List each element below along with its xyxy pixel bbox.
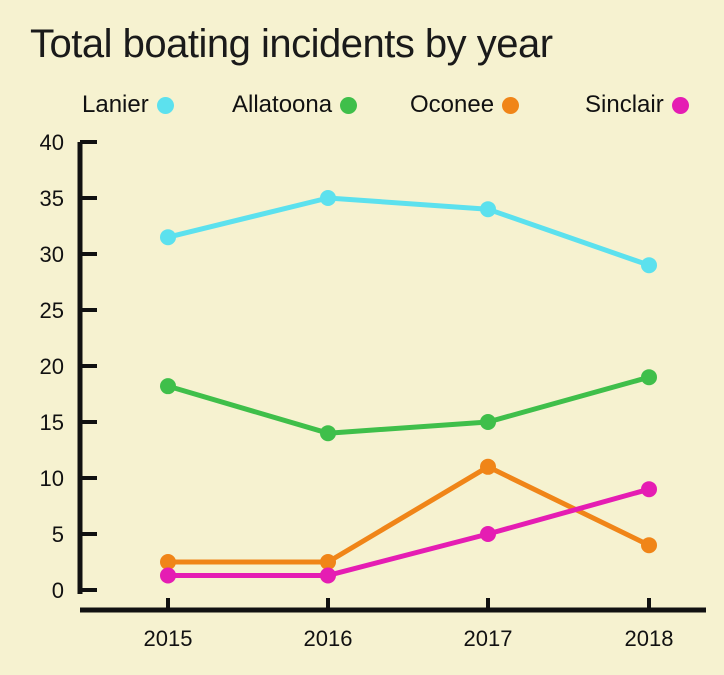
y-tick-label-0: 0 [52,578,64,603]
legend-dot-lanier [156,96,174,114]
point-lanier-2015 [160,229,176,246]
point-sinclair-2016 [320,567,336,584]
point-sinclair-2015 [160,567,176,584]
point-allatoona-2016 [320,425,336,442]
legend-item-oconee: Oconee [410,90,520,120]
x-tick-label-2015: 2015 [144,626,193,651]
series-line-oconee [165,464,652,565]
y-tick-label-15: 15 [40,410,64,435]
point-allatoona-2017 [480,414,496,430]
legend-item-allatoona: Allatoona [232,90,358,120]
legend-item-sinclair: Sinclair [585,90,689,120]
y-tick-label-30: 30 [40,242,64,267]
x-tick-label-2016: 2016 [304,626,353,651]
legend-label-oconee: Oconee [410,91,495,118]
point-oconee-2018 [641,537,657,554]
y-tick-label-20: 20 [40,354,64,379]
legend-dot-sinclair [671,96,689,114]
series-line-lanier [165,195,652,268]
chart-title: Total boating incidents by year [30,22,553,66]
y-tick-label-25: 25 [40,298,64,323]
point-allatoona-2018 [641,369,657,386]
y-tick-label-35: 35 [40,186,64,211]
point-lanier-2017 [480,201,496,218]
y-tick-label-10: 10 [40,466,64,491]
legend-dot-allatoona [340,96,358,114]
legend-label-lanier: Lanier [82,91,149,118]
legend-label-allatoona: Allatoona [232,91,333,118]
point-oconee-2015 [160,554,176,570]
legend-label-sinclair: Sinclair [585,91,664,118]
series-line-allatoona [165,374,652,436]
point-sinclair-2017 [480,526,496,542]
point-lanier-2018 [641,257,657,274]
point-sinclair-2018 [641,481,657,498]
x-tick-label-2018: 2018 [625,626,674,651]
y-tick-label-5: 5 [52,522,64,547]
legend-dot-oconee [502,96,520,114]
point-oconee-2016 [320,554,336,570]
series-line-sinclair [165,486,652,578]
x-tick-label-2017: 2017 [464,626,513,651]
point-lanier-2016 [320,190,336,206]
point-oconee-2017 [480,458,496,475]
point-allatoona-2015 [160,378,176,395]
y-tick-label-40: 40 [40,130,64,155]
legend-item-lanier: Lanier [82,90,174,120]
